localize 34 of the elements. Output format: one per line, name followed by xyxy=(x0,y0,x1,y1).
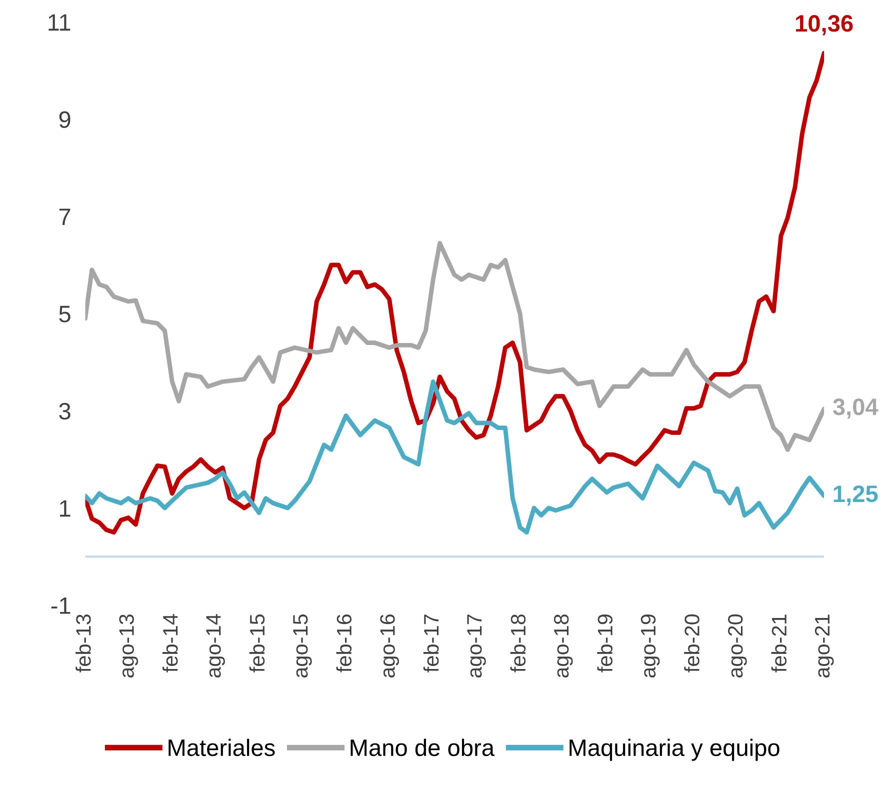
x-tick-label: feb-13 xyxy=(76,614,91,672)
x-tick-label: ago-20 xyxy=(728,614,747,678)
x-tick-label: ago-18 xyxy=(554,614,573,678)
x-tick-label: ago-16 xyxy=(380,614,400,678)
line-series xyxy=(85,50,824,535)
x-tick-label: ago-21 xyxy=(814,614,834,678)
x-tick-label: feb-14 xyxy=(162,614,178,672)
y-tick-label: 7 xyxy=(59,208,70,225)
x-tick-label: feb-20 xyxy=(684,614,700,672)
y-tick-label: 5 xyxy=(59,306,70,322)
x-tick-label: feb-19 xyxy=(597,614,613,672)
data-label: 1,25 xyxy=(834,485,878,506)
legend-label: Materiales xyxy=(168,738,275,756)
legend-label: Mano de obra xyxy=(350,738,495,756)
data-label: 3,04 xyxy=(832,398,878,419)
x-tick-label: feb-18 xyxy=(510,614,526,672)
x-tick-label: ago-17 xyxy=(467,614,486,678)
legend-label: Maquinaria y equipo xyxy=(570,738,780,761)
y-tick-label: -1 xyxy=(51,598,70,614)
x-tick-label: ago-19 xyxy=(640,614,660,678)
y-tick-label: 3 xyxy=(59,402,70,420)
y-tick-label: 11 xyxy=(48,14,70,31)
line-series xyxy=(85,379,824,535)
x-tick-label: ago-15 xyxy=(293,614,312,678)
y-tick-label: 1 xyxy=(60,500,70,517)
x-tick-label: feb-17 xyxy=(423,614,439,672)
x-tick-label: ago-14 xyxy=(206,614,225,678)
x-tick-label: ago-13 xyxy=(119,614,138,678)
y-tick-label: 9 xyxy=(59,111,70,128)
data-label: 10,36 xyxy=(796,15,853,36)
x-tick-label: feb-21 xyxy=(771,614,787,672)
x-tick-label: feb-15 xyxy=(249,614,265,672)
x-tick-label: feb-16 xyxy=(336,614,352,672)
line-series xyxy=(85,240,824,452)
